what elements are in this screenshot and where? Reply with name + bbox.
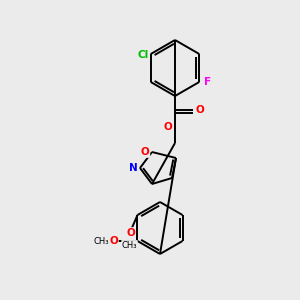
Text: CH₃: CH₃ — [122, 241, 137, 250]
Text: O: O — [109, 236, 118, 246]
Text: F: F — [204, 77, 211, 87]
Text: O: O — [141, 147, 149, 157]
Text: O: O — [126, 228, 135, 238]
Text: O: O — [196, 105, 204, 115]
Text: Cl: Cl — [137, 50, 148, 60]
Text: O: O — [164, 122, 172, 132]
Text: N: N — [129, 163, 137, 173]
Text: CH₃: CH₃ — [94, 236, 109, 245]
